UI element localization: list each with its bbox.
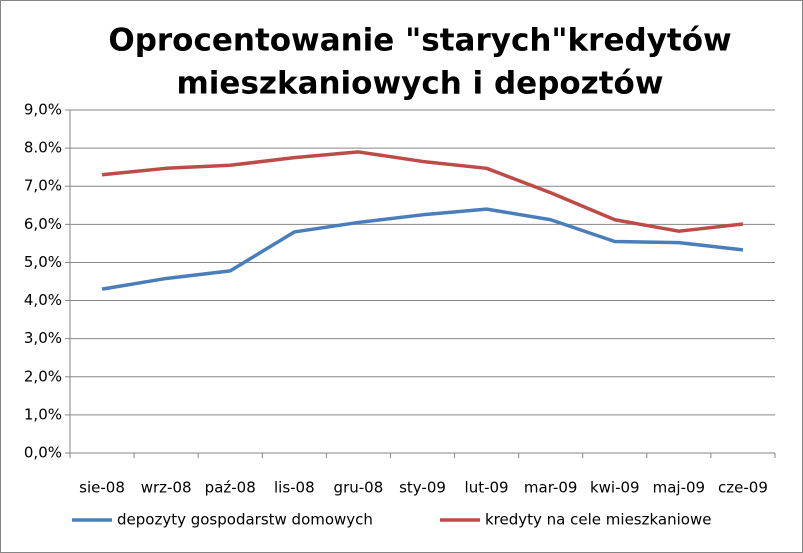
legend-label: kredyty na cele mieszkaniowe (485, 511, 711, 529)
series-line (101, 207, 744, 291)
y-tick-label: 7,0% (24, 177, 62, 195)
y-tick-label: 0,0% (24, 444, 62, 462)
chart-title: Oprocentowanie "starych"kredytów (108, 23, 731, 59)
y-tick-label: 3,0% (24, 329, 62, 347)
y-tick-label: 2,0% (24, 367, 62, 385)
y-tick-label: 8.0% (24, 139, 62, 157)
legend-label: depozyty gospodarstw domowych (117, 511, 373, 529)
y-tick-label: 9,0% (24, 101, 62, 119)
x-tick-label: lis-08 (274, 479, 315, 497)
chart-title: mieszkaniowych i depoztów (177, 66, 664, 102)
x-tick-label: maj-09 (653, 479, 705, 497)
x-tick-label: wrz-08 (141, 479, 192, 497)
y-tick-label: 4,0% (24, 291, 62, 309)
y-tick-label: 6,0% (24, 215, 62, 233)
x-tick-label: lut-09 (465, 479, 509, 497)
y-tick-label: 1,0% (24, 405, 62, 423)
x-tick-label: sty-09 (399, 479, 446, 497)
x-tick-label: gru-08 (334, 479, 384, 497)
y-tick-label: 5,0% (24, 253, 62, 271)
x-tick-label: paź-08 (205, 479, 256, 497)
series-line (101, 150, 744, 233)
x-tick-label: mar-09 (524, 479, 578, 497)
x-tick-label: kwi-09 (590, 479, 640, 497)
x-tick-label: cze-09 (718, 479, 768, 497)
x-tick-label: sie-08 (79, 479, 125, 497)
